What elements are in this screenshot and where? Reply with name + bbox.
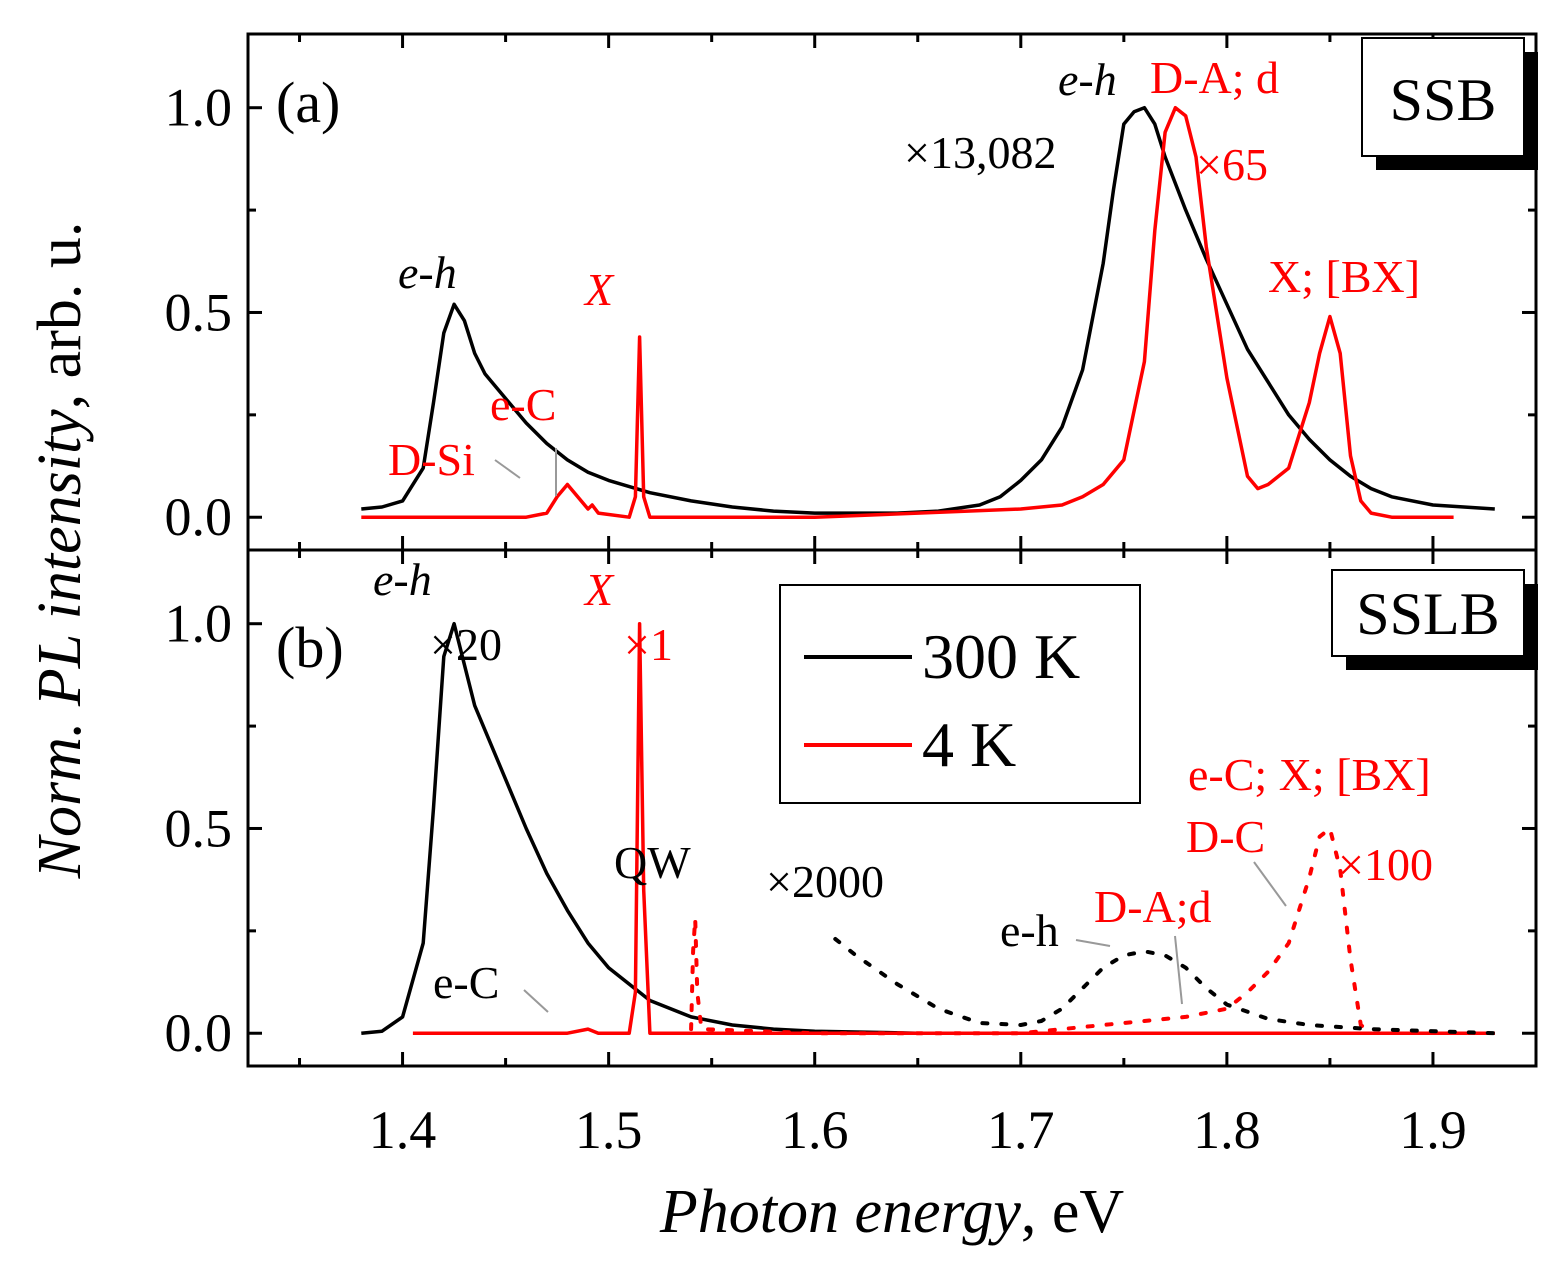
ann-a-DSi: D-Si [388,434,475,485]
ann-b-DC: D-C [1186,811,1265,862]
ann-a-eh-left: e-h [398,247,457,298]
panel-b-label: (b) [276,615,344,680]
series-line-1-3 [833,937,1497,1036]
sample-label-ssb: SSB [1390,67,1497,133]
ann-a-mult-65: ×65 [1196,139,1268,190]
y-tick-label: 0.5 [165,798,233,858]
series-line-1-0 [361,621,1495,1035]
x-axis-label: Photon energy, eV [659,1178,1125,1246]
ann-a-eh-right: e-h [1058,54,1117,105]
ann-a-X: X [583,264,615,315]
ann-b-DA: D-A;d [1094,881,1212,932]
sample-box-ssb: SSB [1361,37,1538,170]
x-tick-label: 1.5 [575,1100,643,1160]
panel-a-label: (a) [276,70,340,135]
ann-a-DA: D-A; d [1150,52,1279,103]
panel-b-y-tick-labels: 0.0 0.5 1.0 [165,594,233,1064]
leader-a-dsi [494,459,521,479]
panel-a-curves [361,105,1495,519]
ann-b-mult-1: ×1 [624,619,673,670]
sample-label-sslb: SSLB [1356,581,1499,647]
panel-a-annotations: e-h e-C D-Si X e-h ×13,082 D-A; d ×65 X;… [388,52,1420,496]
y-tick-label: 1.0 [165,78,233,138]
ann-b-X: X [583,564,615,615]
panel-b-annotations: e-h ×20 X ×1 e-C QW ×2000 e-h D-A;d D-C … [373,554,1433,1013]
ann-a-XBX: X; [BX] [1268,251,1420,302]
series-line-0-1 [361,105,1454,519]
x-tick-label: 1.4 [369,1100,437,1160]
x-tick-label: 1.7 [987,1100,1055,1160]
x-tick-label: 1.8 [1193,1100,1261,1160]
ann-a-eC: e-C [490,379,556,430]
leader-b-dc [1253,861,1287,907]
ann-b-mult-20: ×20 [430,619,502,670]
ann-b-eh-left: e-h [373,554,432,605]
y-tick-label: 1.0 [165,594,233,654]
ann-b-eC: e-C [433,957,499,1008]
x-tick-label: 1.6 [781,1100,849,1160]
legend-label-4k: 4 K [922,709,1016,780]
legend-label-300k: 300 K [922,621,1080,692]
y-tick-label: 0.0 [165,1003,233,1063]
panel-b-frame [246,548,1538,1068]
ann-b-eh-right: e-h [1000,905,1059,956]
series-line-1-2 [689,826,1374,1036]
ann-a-mult-13082: ×13,082 [904,127,1056,178]
ann-b-mult-2000: ×2000 [766,856,884,907]
leader-b-da [1174,935,1183,1005]
panel-a-y-tick-labels: 0.0 0.5 1.0 [165,78,233,548]
legend: 300 K 4 K [779,584,1141,804]
y-axis-label: Norm. PL intensity, arb. u. [26,222,94,880]
ann-b-QW: QW [614,837,691,888]
ann-b-eCXBX: e-C; X; [BX] [1188,749,1431,800]
leader-b-ec [523,989,549,1013]
x-tick-label: 1.9 [1399,1100,1467,1160]
ann-b-mult-100: ×100 [1338,839,1433,890]
panel-b-curves [361,621,1497,1036]
y-tick-label: 0.5 [165,282,233,342]
sample-box-sslb: SSLB [1331,569,1538,670]
series-line-1-1 [412,621,1495,1035]
y-tick-label: 0.0 [165,487,233,547]
x-tick-labels: 1.4 1.5 1.6 1.7 1.8 1.9 [369,1100,1467,1160]
series-line-0-0 [361,105,1495,515]
leader-b-eh [1075,939,1111,947]
panel-a-ticks [248,34,1536,550]
